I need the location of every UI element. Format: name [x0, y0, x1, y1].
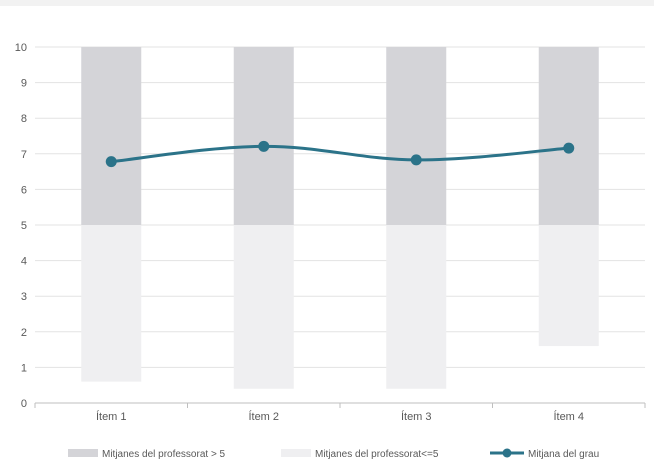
- bar-series-1-3: [386, 225, 447, 389]
- line-point-3: [410, 154, 422, 166]
- legend: Mitjanes del professorat > 5 Mitjanes del…: [68, 448, 599, 460]
- legend-swatch-marker: [502, 448, 512, 458]
- legend-label: Mitjanes del professorat<=5: [315, 449, 439, 460]
- y-tick-label: 7: [21, 149, 27, 161]
- y-tick-label: 3: [21, 291, 27, 303]
- y-tick-label: 6: [21, 184, 27, 196]
- y-tick-label: 1: [21, 362, 27, 374]
- y-tick-label: 8: [21, 113, 27, 125]
- y-tick-label: 5: [21, 220, 27, 232]
- x-tick-label: Ítem 4: [553, 410, 584, 423]
- legend-swatch-0: [68, 449, 98, 457]
- y-tick-label: 10: [15, 42, 27, 54]
- x-tick-label: Ítem 1: [96, 410, 127, 423]
- line-point-1: [105, 156, 117, 168]
- line-point-4: [563, 142, 575, 154]
- bar-series-0-1: [81, 47, 142, 225]
- legend-swatch-1: [281, 449, 311, 457]
- y-tick-label: 9: [21, 78, 27, 90]
- series-line: [105, 140, 575, 168]
- bar-series-0-3: [386, 47, 447, 225]
- line-point-2: [258, 140, 270, 152]
- bar-series-0-4: [538, 47, 599, 225]
- x-tick-label: Ítem 3: [401, 410, 432, 423]
- legend-label: Mitjana del grau: [528, 449, 599, 460]
- legend-label: Mitjanes del professorat > 5: [102, 449, 226, 460]
- top-border: [0, 0, 654, 6]
- y-tick-label: 4: [21, 256, 27, 268]
- y-tick-label: 2: [21, 327, 27, 339]
- x-tick-label: Ítem 2: [248, 410, 279, 423]
- y-tick-label: 0: [21, 398, 27, 410]
- line-series-path: [111, 144, 569, 164]
- bars: [81, 47, 599, 389]
- bar-series-1-4: [538, 225, 599, 347]
- axes: 0 1 2 3 4 5 6 7 8 9 10 Ítem 1 Ítem 2 Ítem 3 Ítem 4: [15, 42, 646, 423]
- bar-series-1-1: [81, 225, 142, 382]
- bar-series-1-2: [233, 225, 294, 389]
- bar-series-0-2: [233, 47, 294, 225]
